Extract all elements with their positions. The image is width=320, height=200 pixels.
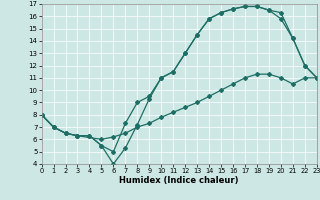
X-axis label: Humidex (Indice chaleur): Humidex (Indice chaleur) xyxy=(119,176,239,185)
